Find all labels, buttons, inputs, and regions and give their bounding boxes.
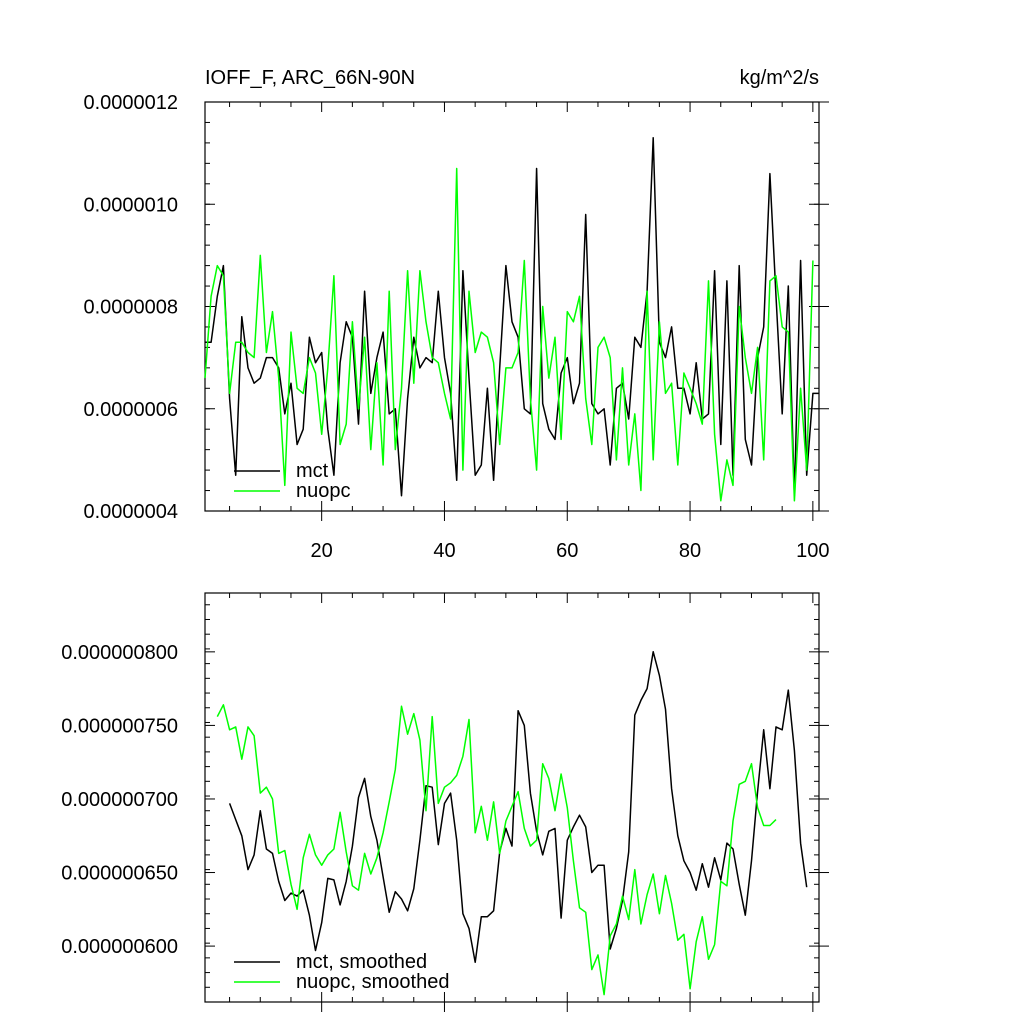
series-line-mct-smoothed <box>228 651 808 964</box>
y-tick-label: 0.000000700 <box>61 789 178 811</box>
legend-label: mct, smoothed <box>296 951 427 973</box>
top-chart-units: kg/m^2/s <box>740 67 819 89</box>
top-panel: IOFF_F, ARC_66N-90N kg/m^2/s 20 40 60 80 100… <box>83 67 829 562</box>
y-tick-label: 0.0000004 <box>83 501 178 523</box>
x-tick-label: 100 <box>796 540 829 562</box>
y-tick-label: 0.000000800 <box>61 642 178 664</box>
legend-label: nuopc <box>296 480 351 502</box>
y-tick-label: 0.000000650 <box>61 863 178 885</box>
x-tick-label: 60 <box>556 540 578 562</box>
bottom-axis-ticks: 0.000000600 0.000000650 0.000000700 0.00000… <box>61 593 829 1012</box>
top-chart-title: IOFF_F, ARC_66N-90N <box>205 67 415 89</box>
legend-label: mct <box>296 460 329 482</box>
top-series-group <box>204 137 819 502</box>
y-tick-label: 0.0000010 <box>83 194 178 216</box>
series-line-mct <box>205 137 819 497</box>
y-tick-label: 0.0000012 <box>83 92 178 114</box>
series-line-nuopc <box>204 167 814 502</box>
bottom-panel: 0.000000600 0.000000650 0.000000700 0.00000… <box>61 592 829 1012</box>
y-tick-label: 0.000000750 <box>61 715 178 737</box>
y-tick-label: 0.0000006 <box>83 399 178 421</box>
bottom-series-group <box>216 651 808 996</box>
legend-label: nuopc, smoothed <box>296 971 449 993</box>
y-tick-label: 0.0000008 <box>83 297 178 319</box>
x-tick-label: 40 <box>433 540 455 562</box>
x-tick-label: 80 <box>679 540 701 562</box>
y-tick-label: 0.000000600 <box>61 936 178 958</box>
bottom-plot-frame <box>204 592 820 1003</box>
top-axis-ticks: 20 40 60 80 100 0.0000004 0.0000006 0.0000008 0.… <box>83 92 829 562</box>
series-line-nuopc-smoothed <box>216 704 777 996</box>
top-plot-frame <box>204 101 820 512</box>
x-tick-label: 20 <box>311 540 333 562</box>
